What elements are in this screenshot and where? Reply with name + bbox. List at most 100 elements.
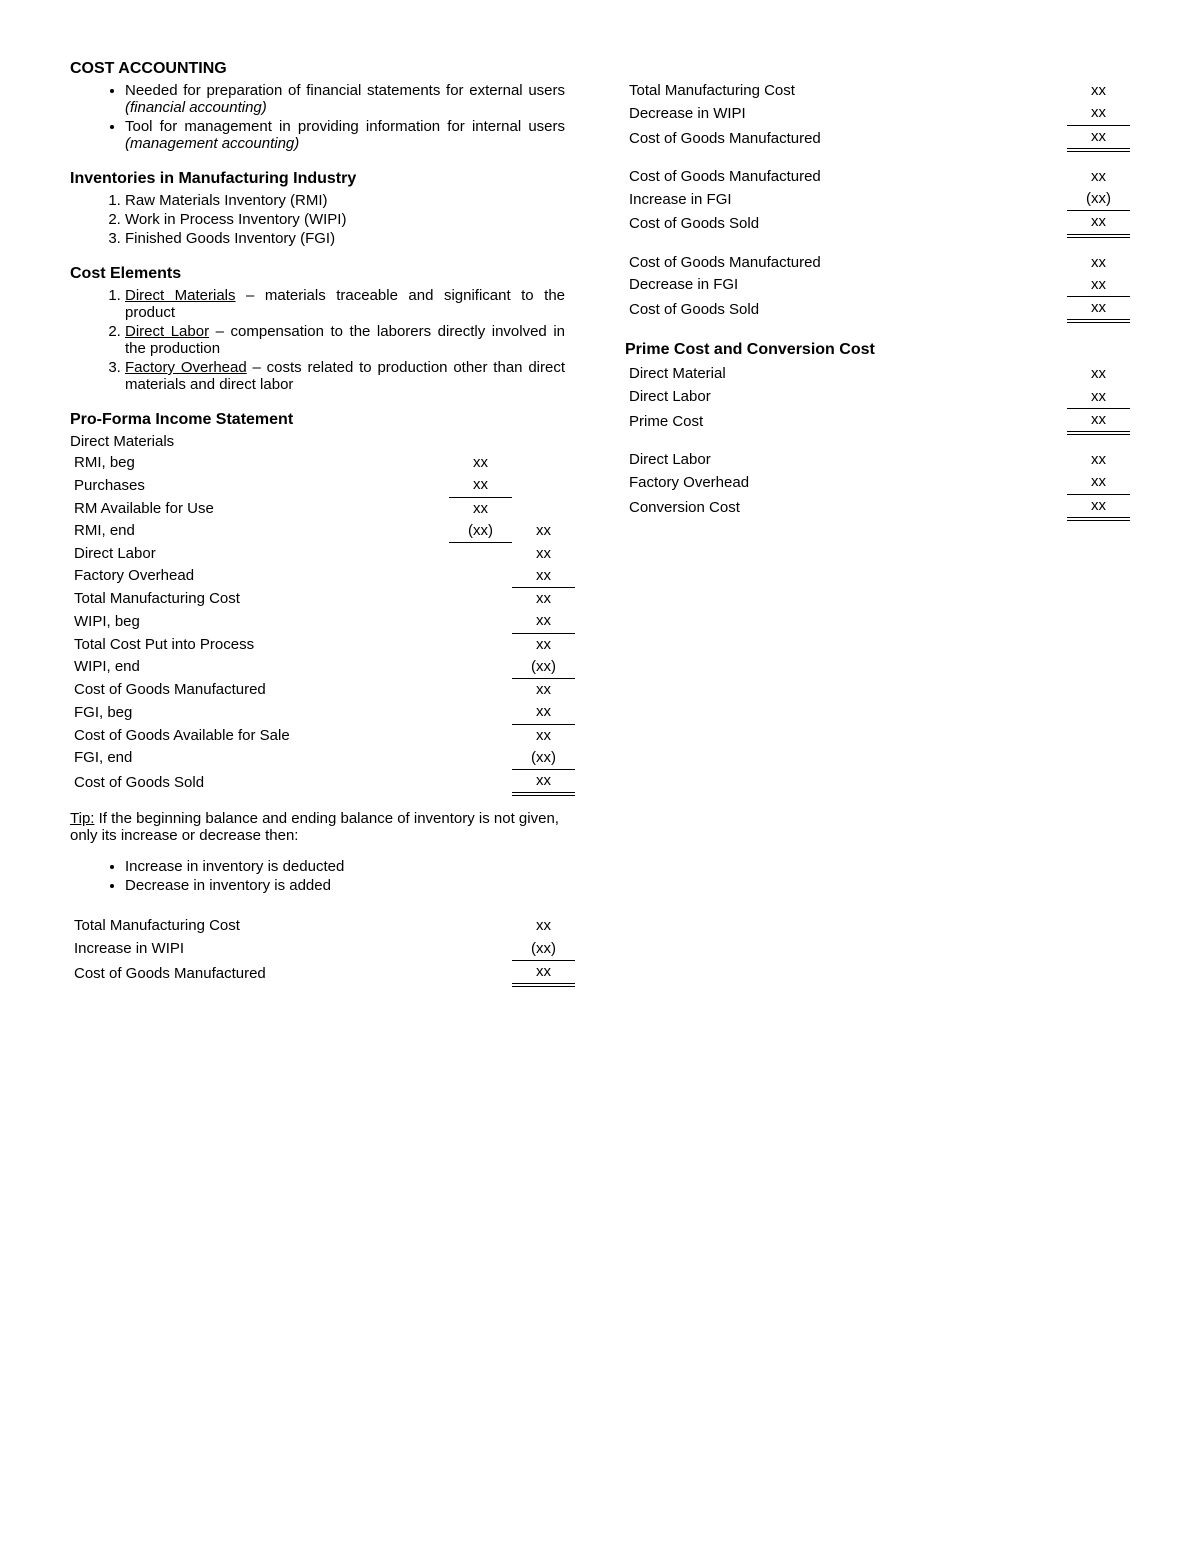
list-item: Decrease in inventory is added xyxy=(125,877,575,894)
row-value: xx xyxy=(1067,297,1130,322)
row-label: Factory Overhead xyxy=(70,565,449,588)
calc-prime-cost: Direct MaterialxxDirect LaborxxPrime Cos… xyxy=(625,363,1130,435)
list-item: Increase in inventory is deducted xyxy=(125,858,575,875)
row-value: xx xyxy=(1067,125,1130,150)
row-label: Decrease in WIPI xyxy=(625,102,1067,125)
row-label: Direct Labor xyxy=(70,543,449,565)
list-item: Raw Materials Inventory (RMI) xyxy=(125,192,575,209)
row-label: WIPI, beg xyxy=(70,610,449,633)
row-label: Cost of Goods Sold xyxy=(70,770,449,795)
table-row: FGI, begxx xyxy=(70,701,575,724)
table-row: Cost of Goods Sold xx xyxy=(70,770,575,795)
table-row: Conversion Costxx xyxy=(625,494,1130,519)
row-value: xx xyxy=(1067,274,1130,297)
cost-elements-list: Direct Materials – materials traceable a… xyxy=(70,287,575,393)
row-label: RM Available for Use xyxy=(70,497,449,520)
row-value: xx xyxy=(512,915,575,937)
table-row: RMI, end(xx)xx xyxy=(70,520,575,543)
row-value-2 xyxy=(512,452,575,474)
row-label: Total Manufacturing Cost xyxy=(70,915,512,937)
list-item: Finished Goods Inventory (FGI) xyxy=(125,230,575,247)
row-label: Factory Overhead xyxy=(625,471,1067,494)
row-value: (xx) xyxy=(1067,188,1130,211)
row-value: xx xyxy=(512,960,575,985)
row-value-1 xyxy=(449,724,512,747)
table-row: Total Manufacturing Cost xx xyxy=(70,588,575,611)
intro-bullet: Tool for management in providing informa… xyxy=(125,118,575,152)
row-label: Cost of Goods Manufactured xyxy=(625,125,1067,150)
row-value-2: xx xyxy=(512,588,575,611)
row-value: xx xyxy=(1067,80,1130,102)
row-value: xx xyxy=(1067,252,1130,274)
table-row: Factory Overheadxx xyxy=(70,565,575,588)
row-label: Direct Labor xyxy=(625,386,1067,409)
row-label: Direct Labor xyxy=(625,449,1067,471)
table-row: Cost of Goods Manufacturedxx xyxy=(625,125,1130,150)
row-value-2: xx xyxy=(512,724,575,747)
list-item: Work in Process Inventory (WIPI) xyxy=(125,211,575,228)
row-label: Cost of Goods Manufactured xyxy=(70,960,512,985)
row-label: Cost of Goods Available for Sale xyxy=(70,724,449,747)
list-item: Factory Overhead – costs related to prod… xyxy=(125,359,575,393)
table-row: Total Manufacturing Costxx xyxy=(70,915,575,937)
table-row: Cost of Goods Manufacturedxx xyxy=(625,166,1130,188)
proforma-table: RMI, begxxPurchasesxxRM Available for Us… xyxy=(70,452,575,796)
row-label: Total Manufacturing Cost xyxy=(70,588,449,611)
calc-increase-fgi: Cost of Goods ManufacturedxxIncrease in … xyxy=(625,166,1130,238)
right-column: Total Manufacturing CostxxDecrease in WI… xyxy=(625,60,1130,1001)
table-row: Cost of Goods Manufacturedxx xyxy=(625,252,1130,274)
row-value: xx xyxy=(1067,211,1130,236)
table-row: Decrease in FGIxx xyxy=(625,274,1130,297)
inventories-list: Raw Materials Inventory (RMI) Work in Pr… xyxy=(70,192,575,247)
table-row: Factory Overheadxx xyxy=(625,471,1130,494)
calc-increase-wipi: Total Manufacturing CostxxIncrease in WI… xyxy=(70,915,575,987)
list-item: Direct Materials – materials traceable a… xyxy=(125,287,575,321)
row-value-1: xx xyxy=(449,474,512,497)
row-label: Increase in FGI xyxy=(625,188,1067,211)
row-value-1 xyxy=(449,565,512,588)
row-label: Purchases xyxy=(70,474,449,497)
row-value-1 xyxy=(449,656,512,679)
row-value: xx xyxy=(1067,408,1130,433)
table-row: Total Cost Put into Processxx xyxy=(70,633,575,656)
table-row: WIPI, beg xx xyxy=(70,610,575,633)
row-label: Total Manufacturing Cost xyxy=(625,80,1067,102)
row-value-2: xx xyxy=(512,610,575,633)
row-label: Prime Cost xyxy=(625,408,1067,433)
table-row: RM Available for Usexx xyxy=(70,497,575,520)
row-label: Cost of Goods Sold xyxy=(625,211,1067,236)
page-title: COST ACCOUNTING xyxy=(70,60,575,78)
table-row: Decrease in WIPIxx xyxy=(625,102,1130,125)
row-value: xx xyxy=(1067,102,1130,125)
row-label: RMI, beg xyxy=(70,452,449,474)
row-label: Cost of Goods Manufactured xyxy=(625,252,1067,274)
row-value-2: xx xyxy=(512,679,575,702)
row-value-2: xx xyxy=(512,770,575,795)
table-row: Total Manufacturing Costxx xyxy=(625,80,1130,102)
tip-label: Tip: xyxy=(70,810,94,827)
row-label: RMI, end xyxy=(70,520,449,543)
row-value-1 xyxy=(449,679,512,702)
table-row: Cost of Goods Soldxx xyxy=(625,297,1130,322)
row-label: Cost of Goods Sold xyxy=(625,297,1067,322)
table-row: Direct Laborxx xyxy=(625,449,1130,471)
row-label: Cost of Goods Manufactured xyxy=(625,166,1067,188)
cost-elements-heading: Cost Elements xyxy=(70,265,575,283)
row-value-1 xyxy=(449,633,512,656)
row-value-1: (xx) xyxy=(449,520,512,543)
table-row: Direct Laborxx xyxy=(625,386,1130,409)
calc-conversion-cost: Direct LaborxxFactory OverheadxxConversi… xyxy=(625,449,1130,521)
row-label: Increase in WIPI xyxy=(70,938,512,961)
table-row: Direct Materialxx xyxy=(625,363,1130,385)
row-label: Total Cost Put into Process xyxy=(70,633,449,656)
table-row: Increase in WIPI(xx) xyxy=(70,938,575,961)
table-row: Direct Laborxx xyxy=(70,543,575,565)
left-column: COST ACCOUNTING Needed for preparation o… xyxy=(70,60,575,1001)
dm-label: Direct Materials xyxy=(70,433,575,450)
row-label: Decrease in FGI xyxy=(625,274,1067,297)
row-value: xx xyxy=(1067,449,1130,471)
tip-block: Tip: If the beginning balance and ending… xyxy=(70,810,575,844)
tip-bullets: Increase in inventory is deducted Decrea… xyxy=(70,858,575,894)
calc-decrease-fgi: Cost of Goods ManufacturedxxDecrease in … xyxy=(625,252,1130,324)
row-value: xx xyxy=(1067,363,1130,385)
